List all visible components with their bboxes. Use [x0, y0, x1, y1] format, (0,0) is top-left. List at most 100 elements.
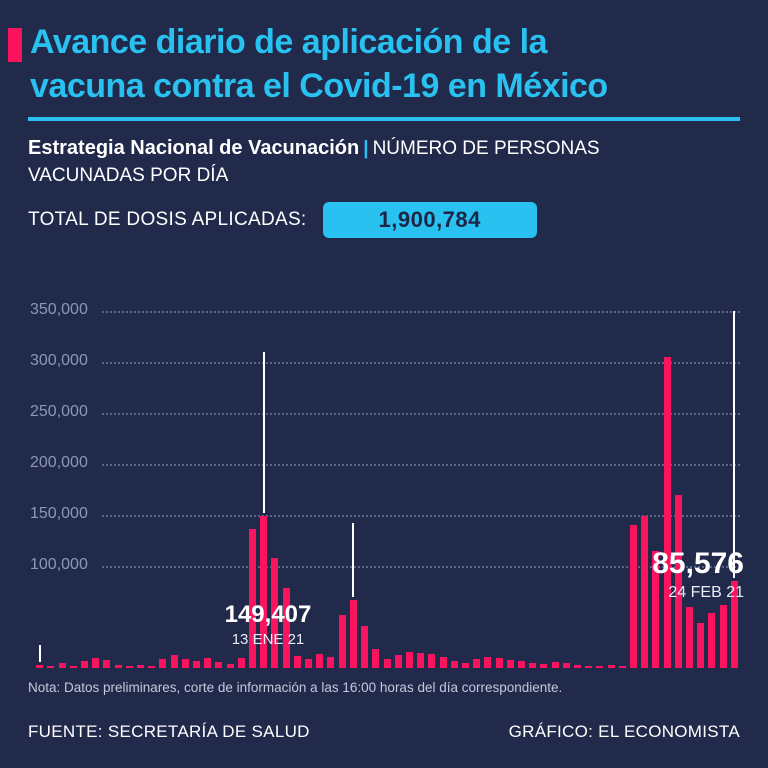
bar-01-ene-21: [125, 666, 133, 668]
bar-07-ene-21: [192, 661, 200, 668]
subtitle-description-line-2: VACUNADAS POR DÍA: [28, 164, 229, 186]
bar-09-feb-21: [562, 663, 570, 668]
y-axis-tick-label: 200,000: [30, 454, 88, 472]
footer-source: FUENTE: SECRETARÍA DE SALUD: [28, 722, 310, 741]
y-axis-tick-label: 150,000: [30, 505, 88, 523]
chart-subtitle: Estrategia Nacional de Vacunación | NÚMERO…: [28, 134, 748, 189]
annotation-24-feb-21: 85,576 24 FEB 21: [652, 547, 744, 602]
bar-23-feb-21: [719, 605, 727, 668]
bar-06-feb-21: [529, 663, 537, 668]
y-axis-tick-label: 100,000: [30, 556, 88, 574]
bar-05-feb-21: [517, 661, 525, 668]
bar-14-feb-21: [618, 666, 626, 668]
bar-13-ene-21: [260, 516, 268, 668]
bar-28-ene-21: [428, 654, 436, 668]
bar-04-ene-21: [159, 659, 167, 668]
bar-31-ene-21: [461, 663, 469, 668]
bar-08-ene-21: [204, 658, 212, 668]
gridline-350,000: [102, 311, 740, 313]
annotation-value: 85,576: [652, 547, 744, 580]
bar-04-feb-21: [506, 660, 514, 668]
bar-18-ene-21: [316, 654, 324, 668]
bar-18-feb-21: [663, 357, 671, 668]
bar-30-dic-20: [103, 660, 111, 668]
gridline-150,000: [102, 515, 740, 517]
bar-16-feb-21: [641, 516, 649, 668]
bar-20-feb-21: [686, 607, 694, 668]
bar-24-dic-20: [36, 665, 44, 668]
bar-14-ene-21: [271, 558, 279, 668]
bar-21-feb-21: [697, 623, 705, 668]
bar-07-feb-21: [540, 664, 548, 668]
bar-19-feb-21: [674, 495, 682, 668]
bar-22-ene-21: [361, 626, 369, 668]
y-axis-tick-label: 250,000: [30, 403, 88, 421]
y-axis-tick-label: 350,000: [30, 301, 88, 319]
bar-12-ene-21: [249, 529, 257, 668]
bar-25-ene-21: [394, 655, 402, 668]
annotation-line-13-ene-21: [262, 352, 265, 513]
bar-01-feb-21: [473, 659, 481, 668]
bar-16-ene-21: [293, 656, 301, 668]
bar-06-ene-21: [181, 659, 189, 668]
annotation-line-21-ene-21: [352, 523, 355, 597]
title-line-1: Avance diario de aplicación de la: [30, 23, 548, 61]
bar-02-feb-21: [484, 657, 492, 668]
bar-26-ene-21: [405, 652, 413, 668]
bar-26-dic-20: [58, 663, 66, 668]
footnote: Nota: Datos preliminares, corte de infor…: [28, 680, 563, 695]
subtitle-strategy-label: Estrategia Nacional de Vacunación: [28, 137, 360, 159]
annotation-13-ene-21: 149,407 13 ENE 21: [178, 601, 358, 648]
total-doses-row: TOTAL DE DOSIS APLICADAS: 1,900,784: [28, 202, 537, 238]
bar-20-ene-21: [338, 615, 346, 668]
bar-12-feb-21: [596, 666, 604, 668]
footer-credit: GRÁFICO: EL ECONOMISTA: [508, 722, 740, 741]
bar-09-ene-21: [215, 662, 223, 668]
bar-21-ene-21: [349, 600, 357, 668]
bar-29-dic-20: [92, 658, 100, 668]
title-divider: [28, 117, 740, 121]
bar-22-feb-21: [708, 613, 716, 668]
bar-13-feb-21: [607, 665, 615, 668]
annotation-line-24-feb-21: [733, 311, 736, 578]
bar-19-ene-21: [327, 657, 335, 668]
bar-11-feb-21: [585, 666, 593, 668]
bars-container: [34, 295, 740, 668]
bar-10-feb-21: [574, 665, 581, 668]
bar-11-ene-21: [237, 658, 245, 668]
accent-square: [8, 28, 22, 62]
y-axis-tick-label: 300,000: [30, 352, 88, 370]
annotation-value: 149,407: [224, 601, 312, 628]
bar-15-feb-21: [630, 525, 638, 668]
bar-10-ene-21: [226, 664, 234, 668]
annotation-date: 24 FEB 21: [668, 583, 744, 601]
bar-25-dic-20: [47, 666, 55, 668]
bar-30-ene-21: [450, 661, 458, 668]
subtitle-separator: |: [363, 138, 369, 159]
bar-31-dic-20: [114, 665, 122, 668]
bar-03-feb-21: [495, 658, 503, 668]
bar-28-dic-20: [80, 661, 88, 668]
subtitle-description-line-1: NÚMERO DE PERSONAS: [372, 138, 600, 159]
bar-29-ene-21: [439, 657, 447, 668]
total-doses-label: TOTAL DE DOSIS APLICADAS:: [28, 209, 307, 230]
gridline-100,000: [102, 566, 740, 568]
annotation-line-24-dic-20: [38, 645, 41, 662]
bar-27-ene-21: [417, 653, 425, 668]
footer: FUENTE: SECRETARÍA DE SALUD GRÁFICO: EL …: [28, 722, 740, 742]
bar-08-feb-21: [551, 662, 559, 668]
bar-05-ene-21: [170, 655, 178, 668]
gridline-250,000: [102, 413, 740, 415]
bar-24-feb-21: [730, 581, 738, 668]
annotation-date: 13 ENE 21: [231, 630, 305, 648]
bar-27-dic-20: [69, 666, 77, 668]
bar-15-ene-21: [282, 588, 290, 668]
bar-23-ene-21: [372, 649, 380, 668]
bar-17-ene-21: [305, 659, 313, 668]
gridline-300,000: [102, 362, 740, 364]
bar-17-feb-21: [652, 551, 660, 668]
page-title: Avance diario de aplicación de la vacuna…: [30, 20, 756, 108]
daily-vaccination-bar-chart: 350,000 300,000 250,000 200,000 150,000 100,0…: [0, 295, 768, 668]
gridline-200,000: [102, 464, 740, 466]
